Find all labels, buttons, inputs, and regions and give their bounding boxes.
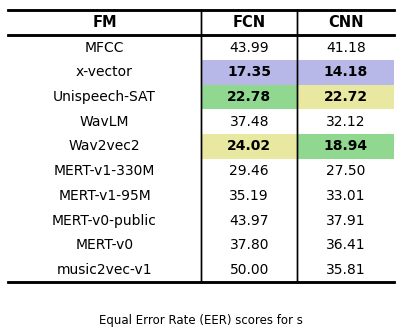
- Text: 43.97: 43.97: [229, 213, 268, 227]
- Text: 18.94: 18.94: [323, 139, 367, 153]
- Text: 36.41: 36.41: [325, 238, 365, 252]
- Text: MFCC: MFCC: [85, 41, 124, 55]
- Text: Equal Error Rate (EER) scores for s: Equal Error Rate (EER) scores for s: [99, 314, 302, 327]
- Text: 50.00: 50.00: [229, 263, 268, 277]
- Text: Unispeech-SAT: Unispeech-SAT: [53, 90, 156, 104]
- Text: 24.02: 24.02: [227, 139, 271, 153]
- Text: 35.19: 35.19: [229, 189, 268, 203]
- Bar: [297, 60, 393, 85]
- Text: FM: FM: [92, 15, 117, 30]
- Text: 14.18: 14.18: [323, 65, 367, 79]
- Text: 37.48: 37.48: [229, 115, 268, 129]
- Text: 27.50: 27.50: [325, 164, 365, 178]
- Text: WavLM: WavLM: [79, 115, 129, 129]
- Bar: [200, 60, 297, 85]
- Text: 32.12: 32.12: [325, 115, 365, 129]
- Bar: [200, 85, 297, 110]
- Text: MERT-v1-95M: MERT-v1-95M: [58, 189, 150, 203]
- Text: CNN: CNN: [327, 15, 363, 30]
- Text: 22.78: 22.78: [227, 90, 271, 104]
- Text: MERT-v0-public: MERT-v0-public: [52, 213, 156, 227]
- Text: 22.72: 22.72: [323, 90, 367, 104]
- Bar: [297, 134, 393, 159]
- Text: MERT-v1-330M: MERT-v1-330M: [54, 164, 155, 178]
- Text: MERT-v0: MERT-v0: [75, 238, 133, 252]
- Text: 37.80: 37.80: [229, 238, 268, 252]
- Text: Wav2vec2: Wav2vec2: [69, 139, 140, 153]
- Text: 37.91: 37.91: [325, 213, 365, 227]
- Text: 17.35: 17.35: [227, 65, 271, 79]
- Text: 35.81: 35.81: [325, 263, 365, 277]
- Text: music2vec-v1: music2vec-v1: [57, 263, 152, 277]
- Bar: [297, 85, 393, 110]
- Text: 41.18: 41.18: [325, 41, 365, 55]
- Text: FCN: FCN: [232, 15, 265, 30]
- Text: x-vector: x-vector: [76, 65, 133, 79]
- Text: 29.46: 29.46: [229, 164, 268, 178]
- Text: 33.01: 33.01: [325, 189, 365, 203]
- Bar: [200, 134, 297, 159]
- Text: 43.99: 43.99: [229, 41, 268, 55]
